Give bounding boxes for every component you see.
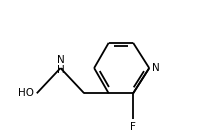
Text: HO: HO (19, 88, 34, 98)
Text: N: N (152, 63, 160, 73)
Text: N: N (57, 55, 64, 65)
Text: F: F (130, 122, 136, 132)
Text: H: H (57, 65, 64, 75)
